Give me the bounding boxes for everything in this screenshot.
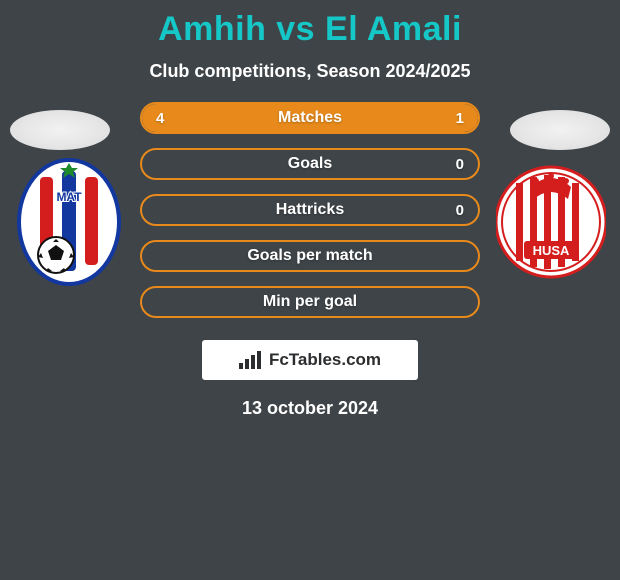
player-avatar-right — [510, 110, 610, 150]
club-crest-left: MAT — [14, 157, 124, 287]
club-crest-right: HUSA — [496, 157, 606, 287]
date-label: 13 october 2024 — [0, 398, 620, 419]
page-title: Amhih vs El Amali — [0, 0, 620, 49]
stat-bar: Matches41 — [140, 102, 480, 134]
stat-bar: Goals per match — [140, 240, 480, 272]
bar-fill-right — [411, 104, 478, 132]
site-name: FcTables.com — [269, 350, 381, 370]
bar-label: Goals per match — [142, 242, 478, 270]
player-avatar-left — [10, 110, 110, 150]
svg-text:HUSA: HUSA — [533, 243, 570, 258]
stat-bar: Hattricks0 — [140, 194, 480, 226]
bar-value-right: 0 — [456, 196, 464, 224]
stat-bars: Matches41Goals0Hattricks0Goals per match… — [140, 102, 480, 318]
page-subtitle: Club competitions, Season 2024/2025 — [0, 61, 620, 82]
bar-fill-left — [142, 104, 411, 132]
bar-label: Hattricks — [142, 196, 478, 224]
stat-bar: Goals0 — [140, 148, 480, 180]
bar-label: Min per goal — [142, 288, 478, 316]
bar-value-right: 0 — [456, 150, 464, 178]
stat-bar: Min per goal — [140, 286, 480, 318]
bar-chart-icon — [239, 351, 261, 369]
comparison-panel: MAT HUSA Matches41Goals0Hattri — [0, 102, 620, 419]
bar-label: Goals — [142, 150, 478, 178]
site-badge: FcTables.com — [202, 340, 418, 380]
svg-text:MAT: MAT — [56, 190, 82, 204]
